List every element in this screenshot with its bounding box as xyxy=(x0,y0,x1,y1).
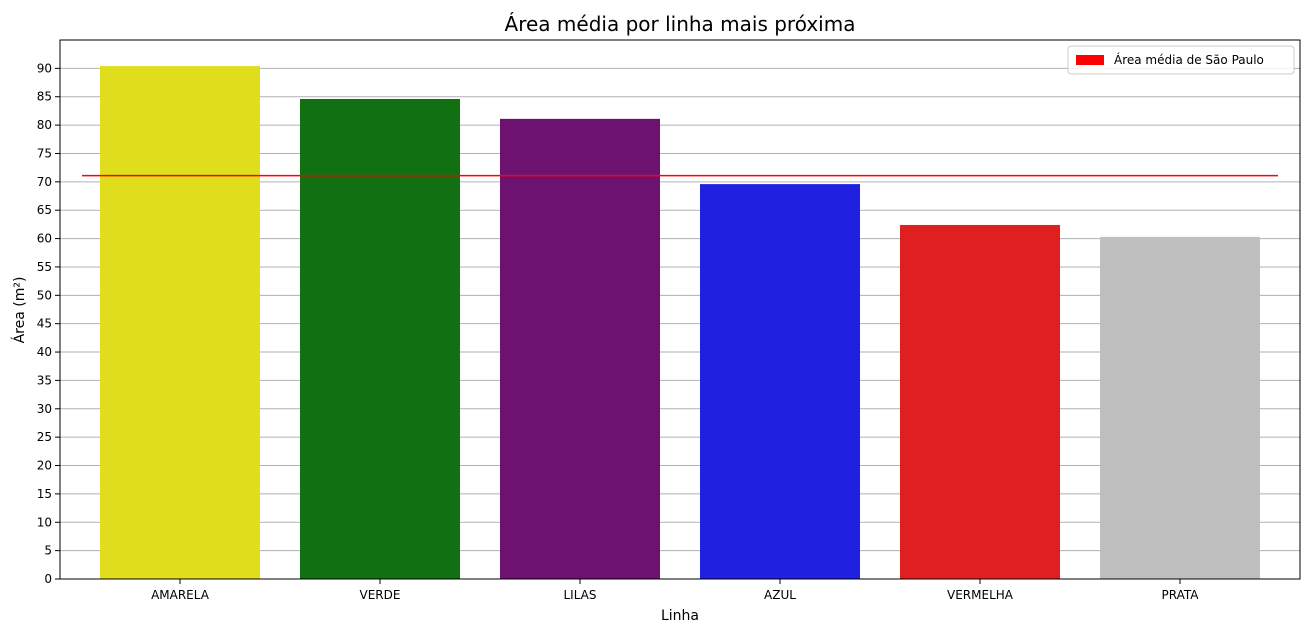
x-tick-label: VERDE xyxy=(360,588,401,602)
bar-vermelha xyxy=(900,224,1060,580)
x-tick-label: AMARELA xyxy=(151,588,210,602)
y-tick-label: 35 xyxy=(37,373,52,387)
y-tick-label: 55 xyxy=(37,260,52,274)
x-axis-title: Linha xyxy=(661,608,699,624)
y-tick-label: 60 xyxy=(37,232,52,246)
y-axis-ticks: 0 5 10 15 20 25 30 35 40 45 50 55 60 65 70 75 80 85 90 xyxy=(37,61,60,586)
y-tick-label: 85 xyxy=(37,90,52,104)
bar-azul xyxy=(700,184,860,579)
legend-label: Área média de São Paulo xyxy=(1114,52,1264,67)
y-tick-label: 70 xyxy=(37,175,52,189)
y-tick-label: 15 xyxy=(37,487,52,501)
y-tick-label: 20 xyxy=(37,459,52,473)
y-tick-label: 30 xyxy=(37,402,52,416)
legend-swatch xyxy=(1076,55,1104,65)
legend-box xyxy=(1067,45,1295,75)
y-tick-label: 0 xyxy=(44,572,52,586)
x-tick-label: PRATA xyxy=(1162,588,1200,602)
y-tick-label: 65 xyxy=(37,203,52,217)
bar-lilas xyxy=(500,118,660,580)
y-tick-label: 50 xyxy=(37,288,52,302)
x-tick-label: LILAS xyxy=(563,588,596,602)
y-tick-label: 5 xyxy=(44,544,52,558)
legend: Área média de São Paulo xyxy=(1067,45,1295,75)
bar-verde xyxy=(300,99,460,579)
y-tick-label: 80 xyxy=(37,118,52,132)
grid-lines xyxy=(60,67,1300,552)
y-tick-label: 25 xyxy=(37,430,52,444)
x-tick-label: VERMELHA xyxy=(947,588,1014,602)
bar-prata xyxy=(1100,236,1260,580)
plot-frame xyxy=(59,39,1301,580)
y-axis-title: Área (m²) xyxy=(11,277,28,344)
x-axis-ticks: AMARELA VERDE LILAS AZUL VERMELHA PRATA xyxy=(151,579,1199,602)
y-tick-label: 10 xyxy=(37,515,52,529)
x-tick-label: AZUL xyxy=(764,588,796,602)
y-tick-label: 75 xyxy=(37,146,52,160)
bar-amarela xyxy=(100,66,260,580)
bars xyxy=(100,66,1260,580)
y-tick-label: 40 xyxy=(37,345,52,359)
y-tick-label: 90 xyxy=(37,61,52,75)
y-tick-label: 45 xyxy=(37,317,52,331)
chart-title: Área média por linha mais próxima xyxy=(505,12,856,36)
